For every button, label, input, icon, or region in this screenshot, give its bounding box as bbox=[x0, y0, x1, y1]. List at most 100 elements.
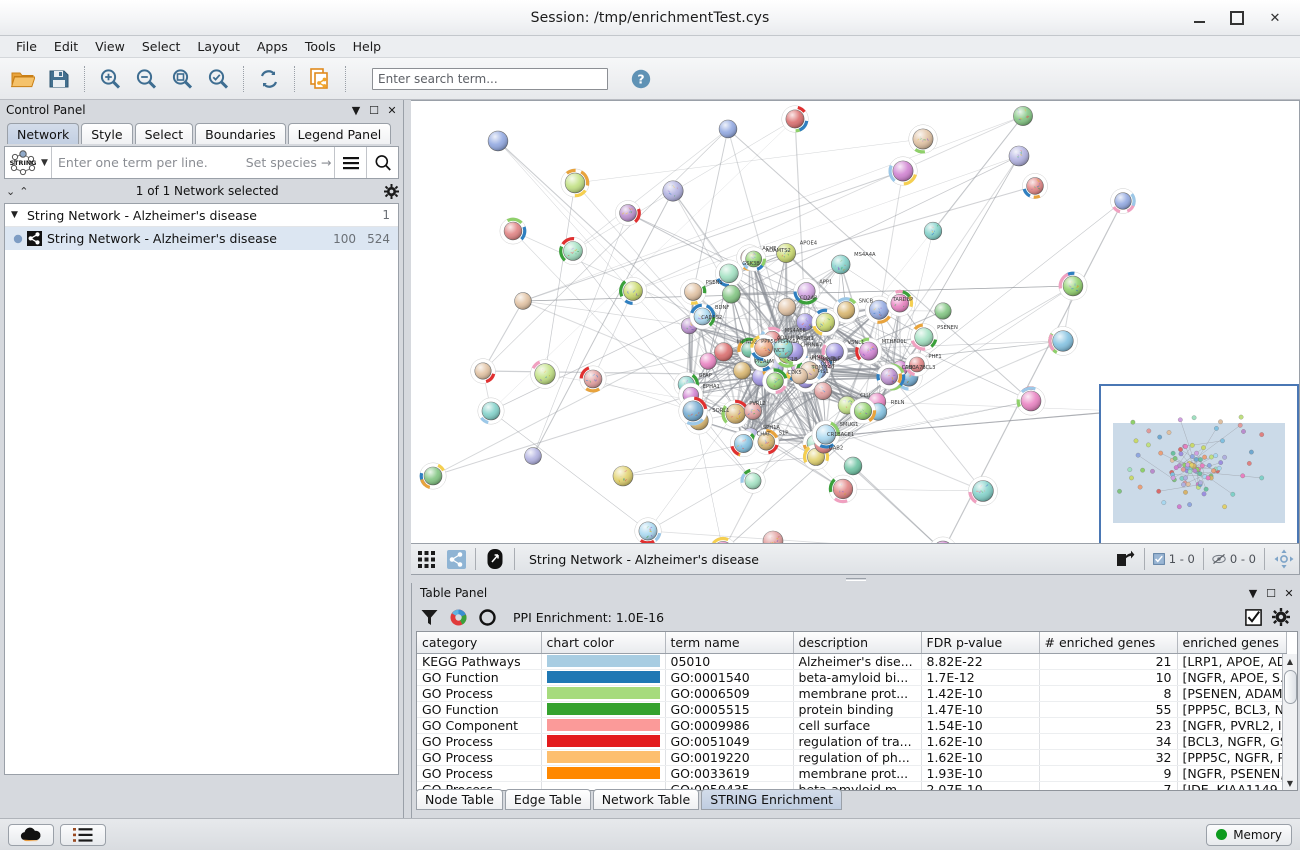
scroll-up-arrow[interactable]: ▲ bbox=[1286, 656, 1294, 666]
network-node[interactable] bbox=[923, 221, 943, 241]
network-node[interactable] bbox=[934, 302, 952, 320]
gear-icon[interactable] bbox=[384, 183, 399, 199]
network-node[interactable] bbox=[733, 361, 752, 380]
close-button[interactable]: ✕ bbox=[1269, 10, 1281, 26]
enrichment-table-wrapper[interactable]: category chart color term name descripti… bbox=[416, 631, 1298, 791]
network-node[interactable] bbox=[1110, 188, 1136, 214]
menu-view[interactable]: View bbox=[95, 39, 125, 54]
table-row[interactable]: GO Process GO:0051049 regulation of tra...… bbox=[417, 733, 1287, 750]
network-node[interactable] bbox=[886, 289, 914, 317]
network-node[interactable] bbox=[678, 396, 708, 426]
table-row[interactable]: GO Process GO:0050435 beta-amyloid m... 2.0… bbox=[417, 781, 1287, 790]
network-node[interactable] bbox=[1013, 106, 1033, 126]
tab-string-enrichment[interactable]: STRING Enrichment bbox=[701, 789, 843, 810]
network-node[interactable] bbox=[791, 367, 808, 385]
network-node[interactable] bbox=[888, 156, 918, 186]
network-node[interactable] bbox=[680, 278, 707, 305]
column-header-chart-color[interactable]: chart color bbox=[541, 632, 666, 654]
cloud-status-icon[interactable] bbox=[8, 823, 54, 846]
chevron-down-icon[interactable]: ▼ bbox=[41, 157, 48, 168]
scroll-down-arrow[interactable]: ▼ bbox=[1286, 778, 1294, 788]
network-node[interactable] bbox=[762, 368, 788, 395]
network-node[interactable] bbox=[419, 462, 447, 490]
zoom-fit-icon[interactable] bbox=[165, 62, 199, 96]
grid-layout-icon[interactable] bbox=[411, 545, 441, 573]
help-icon[interactable]: ? bbox=[624, 62, 658, 96]
task-list-icon[interactable] bbox=[60, 823, 106, 846]
tree-group-row[interactable]: ▼ String Network - Alzheimer's disease 1 bbox=[5, 204, 398, 227]
network-node[interactable] bbox=[904, 352, 929, 377]
zoom-in-icon[interactable] bbox=[93, 62, 127, 96]
network-node[interactable] bbox=[524, 447, 542, 465]
search-input[interactable]: Enter search term... bbox=[372, 67, 608, 90]
column-header-num-enriched[interactable]: # enriched genes bbox=[1039, 632, 1178, 654]
zoom-out-icon[interactable] bbox=[129, 62, 163, 96]
string-term-input[interactable]: Enter one term per line. Set species → bbox=[51, 147, 334, 178]
network-node[interactable] bbox=[1008, 145, 1030, 167]
table-row[interactable]: KEGG Pathways 05010 Alzheimer's dise... 8.8… bbox=[417, 653, 1287, 670]
network-node[interactable] bbox=[560, 168, 590, 198]
float-panel-icon[interactable]: ☐ bbox=[369, 103, 379, 117]
donut-chart-icon[interactable] bbox=[449, 608, 468, 627]
network-node[interactable] bbox=[908, 124, 938, 154]
birds-eye-view[interactable] bbox=[1099, 384, 1299, 574]
set-species-link[interactable]: Set species → bbox=[245, 155, 332, 170]
network-node[interactable] bbox=[811, 420, 841, 449]
network-node[interactable] bbox=[662, 180, 684, 202]
column-header-enriched-genes[interactable]: enriched genes bbox=[1177, 632, 1287, 654]
network-node[interactable] bbox=[699, 352, 717, 370]
menu-file[interactable]: File bbox=[16, 39, 37, 54]
menu-select[interactable]: Select bbox=[141, 39, 181, 54]
tab-select[interactable]: Select bbox=[134, 123, 194, 144]
tree-network-row[interactable]: String Network - Alzheimer's disease 100… bbox=[5, 227, 398, 250]
annotation-tool-icon[interactable] bbox=[480, 545, 510, 573]
tab-legend-panel[interactable]: Legend Panel bbox=[287, 123, 392, 144]
network-node[interactable] bbox=[615, 200, 641, 226]
network-node[interactable] bbox=[781, 105, 809, 133]
network-node[interactable] bbox=[487, 130, 509, 152]
network-node[interactable] bbox=[828, 474, 858, 504]
network-node[interactable] bbox=[740, 468, 766, 494]
network-node[interactable] bbox=[750, 334, 778, 362]
gear-icon[interactable] bbox=[1272, 608, 1290, 626]
network-node[interactable] bbox=[1016, 386, 1046, 416]
network-node[interactable] bbox=[864, 295, 894, 324]
network-node[interactable] bbox=[744, 402, 762, 420]
network-graph[interactable]: MT-ND2 MT-ND1 VSNL1 CD2AP MS4A4A MS4A6A BCL3 CL… bbox=[411, 101, 1300, 575]
network-node[interactable] bbox=[753, 428, 780, 455]
scroll-thumb[interactable] bbox=[1283, 670, 1297, 704]
tab-network[interactable]: Network bbox=[7, 123, 80, 144]
network-node[interactable] bbox=[831, 254, 851, 275]
network-node[interactable] bbox=[477, 397, 505, 425]
network-node[interactable] bbox=[1048, 326, 1078, 356]
tab-network-table[interactable]: Network Table bbox=[592, 789, 700, 810]
chevron-down-icon[interactable]: ▼ bbox=[1248, 586, 1258, 600]
network-node[interactable] bbox=[612, 465, 634, 487]
network-node[interactable] bbox=[777, 298, 797, 317]
column-header-fdr-pvalue[interactable]: FDR p-value bbox=[921, 632, 1040, 654]
table-row[interactable]: GO Function GO:0005515 protein binding 1.47… bbox=[417, 701, 1287, 718]
network-node[interactable] bbox=[1022, 173, 1048, 199]
horizontal-splitter[interactable] bbox=[411, 575, 1300, 583]
refresh-layout-icon[interactable] bbox=[252, 62, 286, 96]
search-icon[interactable] bbox=[366, 147, 398, 178]
tab-edge-table[interactable]: Edge Table bbox=[504, 789, 591, 810]
zoom-selected-icon[interactable] bbox=[201, 62, 235, 96]
close-panel-icon[interactable]: ✕ bbox=[1284, 586, 1294, 600]
ring-chart-icon[interactable] bbox=[478, 608, 497, 627]
network-node[interactable] bbox=[855, 337, 883, 365]
table-row[interactable]: GO Function GO:0001540 beta-amyloid bi... 1… bbox=[417, 669, 1287, 686]
menu-tools[interactable]: Tools bbox=[304, 39, 336, 54]
network-node[interactable] bbox=[718, 119, 738, 139]
table-row[interactable]: GO Process GO:0019220 regulation of ph... 1… bbox=[417, 749, 1287, 766]
network-node[interactable] bbox=[579, 365, 607, 393]
network-node[interactable] bbox=[793, 278, 820, 305]
network-node[interactable] bbox=[843, 456, 863, 476]
network-node[interactable] bbox=[1058, 271, 1088, 301]
network-node[interactable] bbox=[715, 259, 743, 288]
network-node[interactable] bbox=[530, 359, 560, 389]
network-node[interactable] bbox=[559, 237, 587, 265]
network-node[interactable] bbox=[741, 246, 767, 272]
network-node[interactable] bbox=[811, 308, 840, 337]
column-header-term-name[interactable]: term name bbox=[665, 632, 794, 654]
